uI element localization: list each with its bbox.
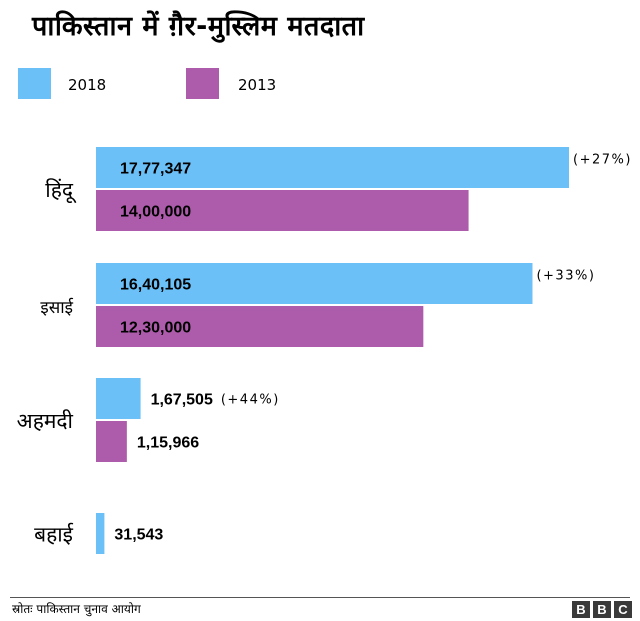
bar-2018 bbox=[96, 513, 105, 554]
bbc-logo: B B C bbox=[572, 601, 632, 618]
legend-swatch-2018 bbox=[18, 68, 51, 99]
data-label: 12,30,000 bbox=[120, 320, 191, 337]
bar-2018 bbox=[96, 378, 141, 419]
bar-2013 bbox=[96, 190, 469, 231]
chart-title: पाकिस्तान में ग़ैर-मुस्लिम मतदाता bbox=[32, 11, 365, 42]
bar-2018 bbox=[96, 263, 533, 304]
category-label: अहमदी bbox=[17, 409, 74, 433]
data-label: 1,15,966 bbox=[137, 435, 199, 452]
bbc-logo-letter: B bbox=[593, 601, 611, 618]
data-label: 17,77,347 bbox=[120, 161, 191, 178]
legend-swatch-2013 bbox=[186, 68, 219, 99]
bar-chart: हिंदू 17,77,347 (+27%) 14,00,000 इसाई 16,40,1… bbox=[17, 147, 632, 554]
bar-2013 bbox=[96, 306, 424, 347]
change-label: (+44%) bbox=[221, 393, 280, 408]
bar-2018 bbox=[96, 147, 569, 188]
data-label: 14,00,000 bbox=[120, 204, 191, 221]
source-note: स्रोतः पाकिस्तान चुनाव आयोग bbox=[12, 602, 141, 616]
bbc-logo-letter: B bbox=[572, 601, 590, 618]
data-label: 31,543 bbox=[114, 527, 163, 544]
change-label: (+27%) bbox=[573, 153, 632, 168]
data-label: 16,40,105 bbox=[120, 277, 191, 294]
change-label: (+33%) bbox=[536, 269, 595, 284]
footer-divider bbox=[10, 597, 630, 598]
category-label: इसाई bbox=[40, 297, 74, 318]
data-label: 1,67,505 bbox=[151, 392, 213, 409]
category-label: बहाई bbox=[34, 523, 74, 547]
legend-label-2013: 2013 bbox=[238, 76, 277, 94]
legend-label-2018: 2018 bbox=[68, 76, 107, 94]
category-label: हिंदू bbox=[45, 178, 77, 204]
bar-2013 bbox=[96, 421, 127, 462]
bbc-logo-letter: C bbox=[614, 601, 632, 618]
